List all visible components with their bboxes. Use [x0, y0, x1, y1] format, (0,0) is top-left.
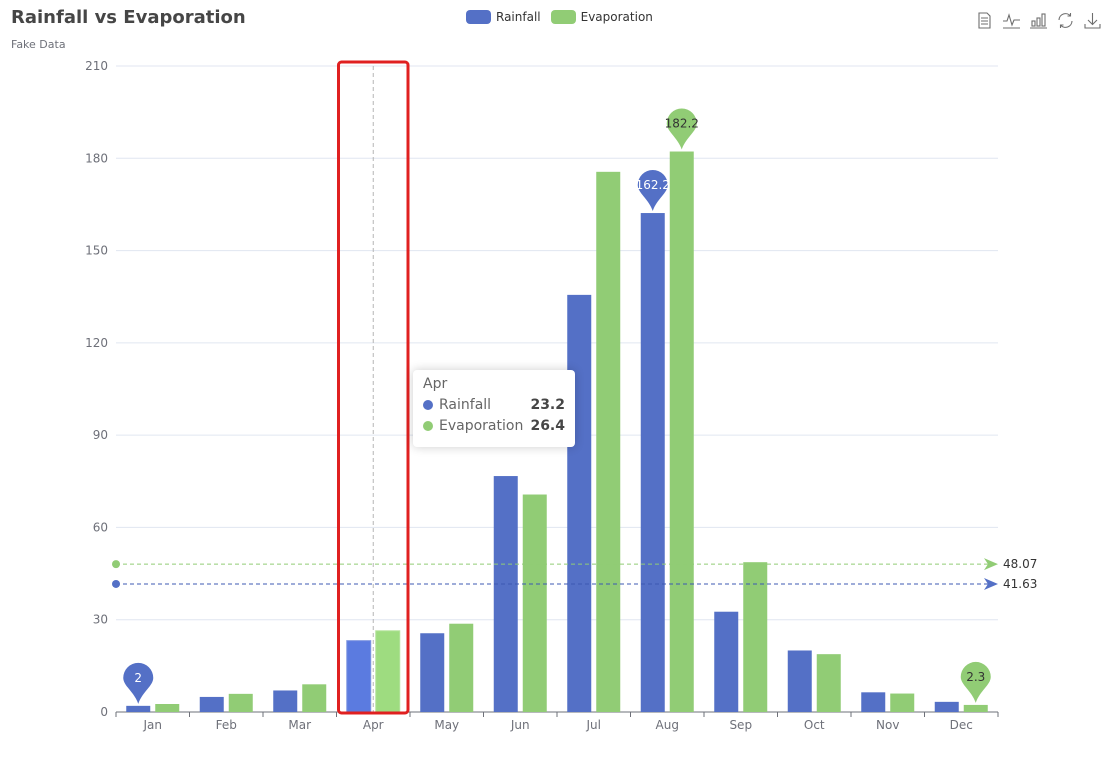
bar-evaporation-feb[interactable]	[228, 693, 253, 712]
mark-line-start-dot	[112, 579, 120, 588]
evaporation-dot-icon	[423, 421, 433, 431]
x-tick-label: Aug	[656, 718, 679, 732]
mark-point-pin-icon: 162.2	[636, 170, 670, 212]
bar-evaporation-mar[interactable]	[302, 684, 327, 712]
bar-evaporation-jun[interactable]	[522, 494, 547, 712]
data-view-button[interactable]	[975, 11, 994, 30]
x-tick-label: Jun	[510, 718, 530, 732]
mark-point-label: 182.2	[665, 117, 699, 131]
y-tick-label: 180	[85, 151, 108, 165]
mark-point-label: 2.3	[966, 670, 985, 684]
mark-line-label: 48.07	[1003, 557, 1037, 571]
bar-rainfall-aug[interactable]	[640, 213, 665, 712]
tooltip-series-value: 26.4	[530, 418, 565, 434]
legend-label: Rainfall	[496, 10, 541, 24]
bar-evaporation-nov[interactable]	[890, 693, 915, 712]
download-button[interactable]	[1083, 11, 1102, 30]
bar-evaporation-may[interactable]	[449, 623, 474, 712]
mark-point-label: 2	[134, 671, 142, 685]
tooltip-series-name: Rainfall	[439, 397, 492, 413]
x-tick-label: Feb	[216, 718, 237, 732]
bar-evaporation-dec[interactable]	[963, 704, 988, 712]
bar-evaporation-apr[interactable]	[375, 630, 401, 713]
bar-rainfall-sep[interactable]	[714, 611, 739, 712]
line-chart-button[interactable]	[1002, 11, 1021, 30]
bar-rainfall-mar[interactable]	[273, 690, 298, 712]
data-view-icon	[978, 12, 991, 29]
bar-chart-button[interactable]	[1029, 11, 1048, 30]
tooltip-row-evaporation: Evaporation 26.4	[423, 418, 565, 434]
line-chart-icon	[1003, 13, 1020, 29]
y-tick-label: 30	[93, 613, 108, 627]
toolbox	[975, 11, 1102, 30]
mark-line-arrow-icon	[984, 558, 998, 571]
y-tick-label: 0	[100, 705, 108, 719]
x-tick-label: Sep	[729, 718, 752, 732]
bar-rainfall-apr[interactable]	[346, 640, 372, 713]
tooltip-title: Apr	[423, 376, 448, 392]
bar-rainfall-jul[interactable]	[567, 294, 592, 712]
mark-point-pin-icon: 182.2	[665, 108, 699, 150]
y-tick-label: 210	[85, 59, 108, 73]
y-tick-label: 90	[93, 428, 108, 442]
mark-line-start-dot	[112, 560, 120, 569]
x-tick-label: Apr	[363, 718, 384, 732]
chart-title: Rainfall vs Evaporation	[11, 7, 246, 28]
legend-item-evaporation[interactable]: Evaporation	[550, 10, 653, 24]
x-tick-label: Oct	[804, 718, 825, 732]
legend-swatch-evaporation	[550, 10, 576, 24]
tooltip-series-name: Evaporation	[439, 418, 524, 434]
x-tick-label: May	[434, 718, 459, 732]
x-tick-label: Mar	[288, 718, 311, 732]
download-icon	[1084, 13, 1101, 29]
y-tick-label: 60	[93, 520, 108, 534]
bar-evaporation-oct[interactable]	[816, 654, 841, 712]
legend-label: Evaporation	[580, 10, 653, 24]
legend-swatch-rainfall	[466, 10, 491, 24]
tooltip: Apr Rainfall 23.2 Evaporation 26.4	[413, 370, 575, 447]
mark-point-pin-icon: 2	[123, 662, 154, 704]
bar-chart-icon	[1030, 13, 1047, 29]
legend-item-rainfall[interactable]: Rainfall	[466, 10, 541, 24]
bar-evaporation-aug[interactable]	[669, 151, 694, 713]
rainfall-dot-icon	[423, 400, 433, 410]
bar-rainfall-jun[interactable]	[493, 476, 518, 712]
restore-icon	[1058, 13, 1073, 28]
y-tick-label: 120	[85, 336, 108, 350]
bar-rainfall-jan[interactable]	[126, 705, 151, 712]
bar-rainfall-feb[interactable]	[199, 696, 224, 712]
bar-rainfall-nov[interactable]	[861, 692, 886, 712]
highlight-box	[337, 60, 410, 715]
bar-rainfall-may[interactable]	[420, 633, 445, 712]
bar-evaporation-sep[interactable]	[743, 562, 768, 712]
mark-line-label: 41.63	[1003, 577, 1037, 591]
x-tick-label: Dec	[950, 718, 973, 732]
legend: Rainfall Evaporation	[466, 10, 653, 24]
y-tick-label: 150	[85, 244, 108, 258]
restore-button[interactable]	[1056, 11, 1075, 30]
bar-evaporation-jan[interactable]	[155, 704, 180, 712]
chart-subtitle: Fake Data	[11, 38, 66, 51]
bar-rainfall-oct[interactable]	[787, 650, 812, 712]
tooltip-series-value: 23.2	[530, 397, 565, 413]
mark-line-arrow-icon	[984, 577, 998, 590]
mark-point-pin-icon: 2.3	[960, 661, 991, 703]
bar-evaporation-jul[interactable]	[596, 171, 621, 713]
x-tick-label: Jul	[586, 718, 601, 732]
mark-point-label: 162.2	[636, 178, 670, 192]
bar-rainfall-dec[interactable]	[934, 701, 959, 712]
tooltip-row-rainfall: Rainfall 23.2	[423, 397, 565, 413]
x-tick-label: Jan	[143, 718, 163, 732]
x-tick-label: Nov	[876, 718, 899, 732]
